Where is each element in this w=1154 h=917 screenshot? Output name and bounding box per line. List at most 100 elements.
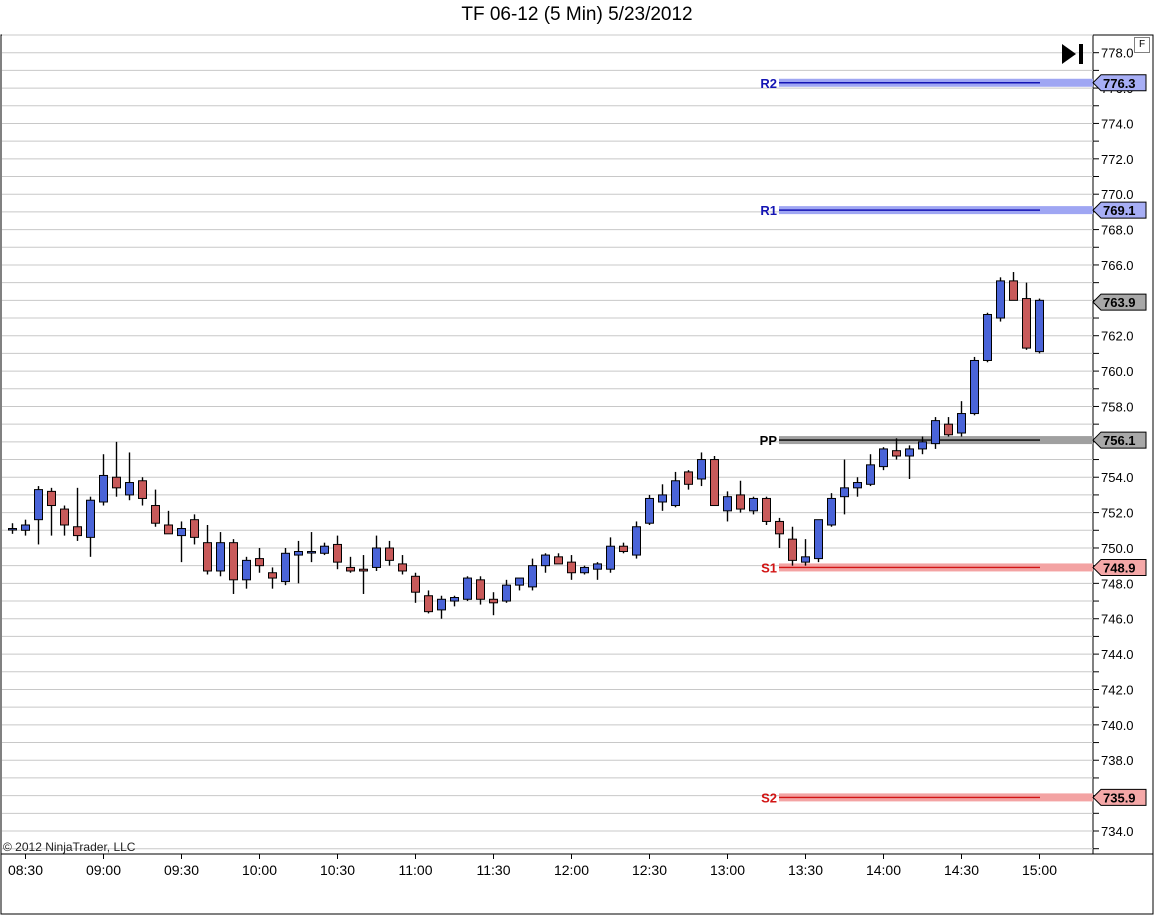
candle <box>164 510 173 535</box>
candle <box>684 470 693 490</box>
candle <box>359 555 368 594</box>
candle-body <box>21 524 30 531</box>
candle-body <box>632 526 641 556</box>
candle-body <box>372 547 381 568</box>
candle <box>177 521 186 563</box>
candle <box>190 514 199 545</box>
candle <box>892 438 901 460</box>
candle-body <box>47 490 56 507</box>
panel-f-button[interactable]: F <box>1134 37 1150 53</box>
candle <box>216 532 225 577</box>
candle-body <box>294 551 303 556</box>
candle <box>1035 298 1044 354</box>
y-tick-label: 758.0 <box>1101 399 1134 414</box>
x-tick-label: 13:30 <box>788 862 823 878</box>
y-tick-label: 772.0 <box>1101 152 1134 167</box>
candle <box>398 555 407 575</box>
gridlines <box>2 34 1093 850</box>
candle <box>1009 272 1018 301</box>
candle-body <box>931 420 940 445</box>
y-tick-label: 770.0 <box>1101 187 1134 202</box>
candle-body <box>749 497 758 512</box>
y-tick-label: 778.0 <box>1101 46 1134 61</box>
candle-body <box>944 423 953 436</box>
candle-body <box>866 464 875 485</box>
x-axis: 08:30 09:00 09:30 10:00 10:30 11:00 11:30 12:00… <box>8 854 1057 878</box>
y-tick-label: 752.0 <box>1101 506 1134 521</box>
candle <box>320 542 329 556</box>
candle-body <box>138 480 147 499</box>
candle-body <box>268 572 277 579</box>
candle <box>983 312 992 363</box>
level-label-pp: PP <box>760 433 778 448</box>
candle <box>866 454 875 487</box>
candle-body <box>203 542 212 572</box>
level-label-r1: R1 <box>760 203 777 218</box>
x-tick-label: 11:00 <box>399 862 433 878</box>
candle-body <box>567 561 576 574</box>
candle-body <box>853 482 862 489</box>
candle <box>814 519 823 563</box>
candle-body <box>229 542 238 581</box>
candle <box>593 562 602 580</box>
candle-body <box>8 528 17 531</box>
candle-body <box>619 545 628 553</box>
price-tag-s2: 735.9 <box>1092 788 1147 806</box>
x-tick-label: 12:30 <box>632 862 667 878</box>
candle-body <box>333 543 342 563</box>
x-tick-label: 11:30 <box>477 862 511 878</box>
candle <box>125 452 134 501</box>
price-tag-s1: 748.9 <box>1092 558 1147 576</box>
candle-body <box>905 448 914 457</box>
x-tick-label: 09:00 <box>86 862 121 878</box>
candle-body <box>164 524 173 535</box>
candle <box>385 540 394 566</box>
candle-body <box>411 575 420 593</box>
y-tick-label: 762.0 <box>1101 329 1134 344</box>
x-tick-label: 14:30 <box>944 862 979 878</box>
candle-body <box>892 450 901 457</box>
candle-body <box>424 595 433 613</box>
chart-title: TF 06-12 (5 Min) 5/23/2012 <box>461 4 693 25</box>
candle <box>112 441 121 497</box>
copyright-note: © 2012 NinjaTrader, LLC <box>3 840 136 854</box>
candle <box>255 547 264 573</box>
x-tick-label: 15:00 <box>1022 862 1057 878</box>
candle <box>697 452 706 487</box>
go-to-end-icon[interactable] <box>1060 42 1086 66</box>
candle <box>47 487 56 536</box>
candlesticks[interactable] <box>8 272 1044 619</box>
candle <box>528 558 537 591</box>
candle <box>632 521 641 559</box>
candle-body <box>515 577 524 586</box>
candle <box>463 576 472 602</box>
level-label-s2: S2 <box>761 790 777 805</box>
candle-body <box>684 471 693 485</box>
candle-body <box>801 556 810 563</box>
candle-body <box>190 519 199 538</box>
candle <box>437 595 446 619</box>
candle <box>827 493 836 527</box>
candle <box>606 537 615 573</box>
price-tag-pp: 756.1 <box>1092 431 1147 449</box>
candle-body <box>450 597 459 602</box>
candle-body <box>710 459 719 507</box>
candle <box>671 471 680 508</box>
candle <box>99 454 108 506</box>
candle-body <box>242 559 251 581</box>
candle-body <box>320 545 329 554</box>
y-tick-label: 774.0 <box>1101 116 1134 131</box>
candle <box>346 556 355 573</box>
candle-body <box>346 566 355 572</box>
candle <box>307 532 316 563</box>
candle <box>840 459 849 515</box>
y-tick-label: 742.0 <box>1101 682 1134 697</box>
y-tick-label: 748.0 <box>1101 576 1134 591</box>
plot-frame <box>0 34 1094 855</box>
candle <box>372 535 381 571</box>
candle-body <box>398 563 407 572</box>
candle-body <box>1009 280 1018 301</box>
candle <box>60 505 69 536</box>
candle <box>34 486 43 545</box>
